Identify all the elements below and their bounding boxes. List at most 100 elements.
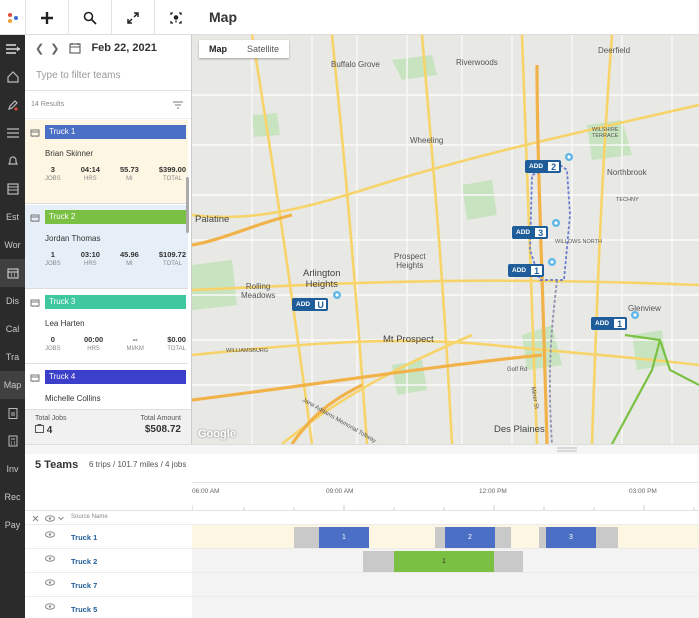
- row-team-name[interactable]: Truck 1: [71, 533, 98, 542]
- drag-handle-icon: [557, 447, 577, 452]
- row-team-name[interactable]: Truck 2: [71, 557, 98, 566]
- close-icon[interactable]: [32, 515, 39, 522]
- nav-calendar[interactable]: Cal: [5, 324, 20, 334]
- map-view[interactable]: Map Satellite Buffalo Grove Riverwoods D…: [192, 35, 699, 444]
- add-icon: [41, 11, 53, 24]
- travel-segment: [539, 527, 546, 549]
- panel-resize-handle[interactable]: [25, 444, 699, 454]
- driver-name: Lea Harten: [45, 319, 85, 328]
- nav-tracking[interactable]: Tra: [5, 352, 20, 362]
- nav-work[interactable]: Wor: [4, 240, 21, 250]
- teams-panel: ❮ ❯ Feb 22, 2021 14 Results Truck 1 Bria…: [25, 35, 192, 444]
- home-icon[interactable]: [0, 63, 25, 91]
- map-place-label: Buffalo Grove: [331, 60, 380, 69]
- nav-invoices[interactable]: Inv: [6, 464, 19, 474]
- bell-icon[interactable]: [0, 147, 25, 175]
- table-row: Truck 2 1: [25, 548, 699, 573]
- calendar-icon[interactable]: [0, 259, 25, 287]
- locate-icon: [170, 11, 182, 24]
- map-stop-marker[interactable]: ADD U: [292, 298, 329, 311]
- timeline-lane: 1: [192, 549, 699, 573]
- pen-icon[interactable]: [0, 91, 25, 119]
- stop-number: U: [314, 299, 328, 310]
- menu-toggle-icon[interactable]: [0, 35, 25, 63]
- eye-icon[interactable]: [45, 555, 55, 562]
- map-stop-marker[interactable]: ADD 1: [508, 264, 545, 277]
- database-icon[interactable]: [0, 175, 25, 203]
- stat-miles: -- MI/KM: [126, 335, 144, 352]
- time-tick: 09:00 AM: [326, 488, 354, 495]
- nav-map[interactable]: Map: [0, 371, 25, 399]
- trip-block[interactable]: 1: [394, 551, 494, 573]
- calculator-icon[interactable]: [0, 427, 25, 455]
- clipboard-icon[interactable]: [0, 399, 25, 427]
- jobs-icon: [35, 424, 44, 433]
- map-canvas: [192, 35, 699, 444]
- nav-receipts[interactable]: Rec: [4, 492, 21, 502]
- map-place-label: TECHNY: [616, 197, 639, 203]
- travel-segment: [435, 527, 445, 549]
- nav-payments[interactable]: Pay: [4, 520, 21, 530]
- map-place-label: Northbrook: [607, 168, 647, 177]
- map-type-map[interactable]: Map: [209, 44, 227, 54]
- map-stop-marker[interactable]: ADD 2: [525, 160, 562, 173]
- search-button[interactable]: [68, 0, 111, 35]
- truck-card[interactable]: Truck 3 Lea Harten 0 JOBS 00:00 HRS -- MI/K…: [25, 290, 188, 364]
- sort-icon[interactable]: [173, 100, 183, 109]
- map-place-label: WILSHIRE TERRACE: [592, 127, 619, 139]
- truck-card[interactable]: Truck 4 Michelle Collins: [25, 365, 188, 409]
- map-place-label: WILLIAMSBURG: [226, 348, 269, 354]
- expand-button[interactable]: [111, 0, 154, 35]
- map-type-toggle: Map Satellite: [199, 40, 290, 58]
- chevron-down-icon[interactable]: [58, 516, 64, 521]
- timeline-lane: [192, 597, 699, 618]
- panel-scrollbar[interactable]: [186, 177, 189, 233]
- truck-name: Truck 3: [45, 295, 186, 309]
- stat-hours: 03:10 HRS: [80, 250, 100, 267]
- eye-icon[interactable]: [45, 579, 55, 586]
- team-filter-input[interactable]: [36, 70, 176, 81]
- timeline-lane: 1 2 3: [192, 525, 699, 549]
- locate-button[interactable]: [154, 0, 197, 35]
- row-team-name[interactable]: Truck 5: [71, 605, 98, 614]
- map-place-label: Des Plaines: [494, 424, 545, 435]
- map-type-satellite[interactable]: Satellite: [247, 44, 280, 54]
- truck-card[interactable]: Truck 2 Jordan Thomas 1 JOBS 03:10 HRS 45.…: [25, 205, 188, 289]
- tick-marks: [192, 505, 695, 511]
- add-stop-label: ADD: [529, 163, 544, 170]
- stat-hours: 04:14 HRS: [80, 165, 100, 182]
- truck-card[interactable]: Truck 1 Brian Skinner 3 JOBS 04:14 HRS 55.…: [25, 120, 188, 204]
- chevron-left-icon[interactable]: ❮: [35, 42, 45, 55]
- nav-estimates[interactable]: Est: [5, 212, 19, 222]
- selected-date[interactable]: Feb 22, 2021: [91, 42, 157, 54]
- stat-jobs: 1 JOBS: [45, 250, 61, 267]
- trip-block[interactable]: 3: [546, 527, 596, 549]
- row-team-name[interactable]: Truck 7: [71, 581, 98, 590]
- map-place-label: Deerfield: [598, 46, 631, 55]
- eye-icon[interactable]: [45, 515, 55, 522]
- source-name-header[interactable]: Source Name: [71, 514, 108, 520]
- app-logo-icon[interactable]: [0, 0, 25, 35]
- truck-stats: 0 JOBS 00:00 HRS -- MI/KM $0.00 TOTAL: [45, 335, 186, 354]
- stat-hours: 00:00 HRS: [84, 335, 104, 352]
- trip-block[interactable]: 1: [319, 527, 369, 549]
- trip-block[interactable]: 2: [445, 527, 495, 549]
- calendar-icon[interactable]: [69, 42, 81, 54]
- date-picker: ❮ ❯ Feb 22, 2021: [25, 35, 191, 61]
- add-stop-label: ADD: [595, 320, 610, 327]
- stat-jobs: 0 JOBS: [45, 335, 61, 352]
- teams-summary: 6 trips / 101.7 miles / 4 jobs: [89, 460, 187, 469]
- chevron-right-icon[interactable]: ❯: [50, 42, 60, 55]
- map-stop-marker[interactable]: ADD 3: [512, 226, 549, 239]
- table-row: Truck 5: [25, 596, 699, 618]
- eye-icon[interactable]: [45, 603, 55, 610]
- dollar-list-icon[interactable]: [0, 119, 25, 147]
- add-button[interactable]: [25, 0, 68, 35]
- eye-icon[interactable]: [45, 531, 55, 538]
- table-row: Truck 1 1 2 3: [25, 524, 699, 549]
- time-tick: 03:00 PM: [629, 488, 657, 495]
- stat-total: $109.72 TOTAL: [158, 250, 186, 267]
- map-stop-marker[interactable]: ADD 1: [591, 317, 628, 330]
- truck-stats: 1 JOBS 03:10 HRS 45.96 MI $109.72 TOTAL: [45, 250, 186, 269]
- nav-dispatch[interactable]: Dis: [6, 296, 19, 306]
